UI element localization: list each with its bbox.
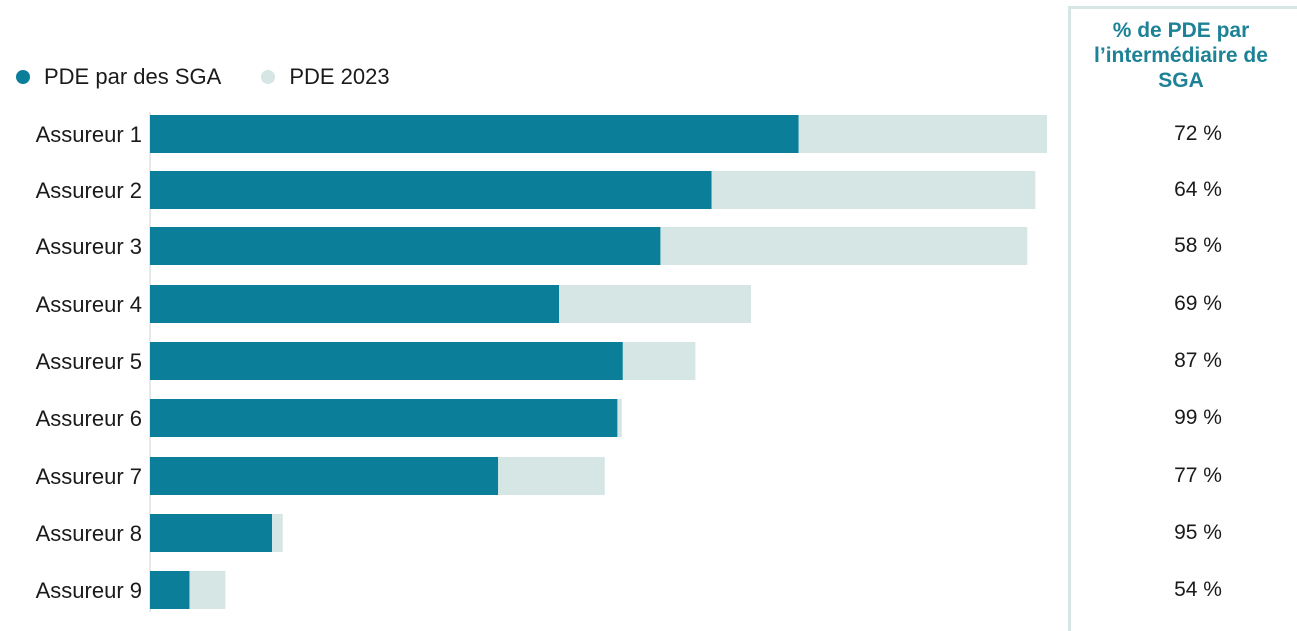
category-label-7: Assureur 7 [36, 464, 142, 489]
legend-dot-total-icon [261, 70, 276, 84]
category-label-9: Assureur 9 [36, 578, 142, 603]
percent-label-5: 87 % [1174, 349, 1222, 372]
bar-sga-4 [150, 285, 560, 323]
bar-sga-1 [150, 115, 799, 153]
legend: PDE par des SGA PDE 2023 [16, 64, 430, 90]
bar-sga-7 [150, 457, 499, 495]
percent-label-4: 69 % [1174, 292, 1222, 315]
bar-sga-6 [150, 399, 618, 437]
percent-label-6: 99 % [1174, 406, 1222, 429]
percent-column-header: % de PDE par l’intermédiaire de SGA [1094, 19, 1268, 92]
legend-item-sga: PDE par des SGA [16, 64, 221, 90]
percent-label-3: 58 % [1174, 234, 1222, 257]
legend-item-total: PDE 2023 [261, 64, 390, 90]
category-label-3: Assureur 3 [36, 234, 142, 259]
percent-label-1: 72 % [1174, 122, 1222, 145]
category-label-5: Assureur 5 [36, 349, 142, 374]
bar-sga-9 [150, 571, 190, 609]
percent-label-9: 54 % [1174, 578, 1222, 601]
category-label-4: Assureur 4 [36, 292, 142, 317]
percent-label-7: 77 % [1174, 464, 1222, 487]
category-label-8: Assureur 8 [36, 521, 142, 546]
bar-sga-5 [150, 342, 623, 380]
legend-dot-sga-icon [16, 70, 30, 84]
percent-label-8: 95 % [1174, 521, 1222, 544]
category-label-2: Assureur 2 [36, 178, 142, 203]
category-label-1: Assureur 1 [36, 122, 142, 147]
percent-label-2: 64 % [1174, 178, 1222, 201]
legend-label-total: PDE 2023 [289, 64, 390, 89]
bar-sga-8 [150, 514, 272, 552]
bar-sga-2 [150, 171, 712, 209]
legend-label-sga: PDE par des SGA [44, 64, 222, 89]
category-label-6: Assureur 6 [36, 406, 142, 431]
bar-sga-3 [150, 227, 661, 265]
percent-side-panel [1068, 6, 1297, 631]
